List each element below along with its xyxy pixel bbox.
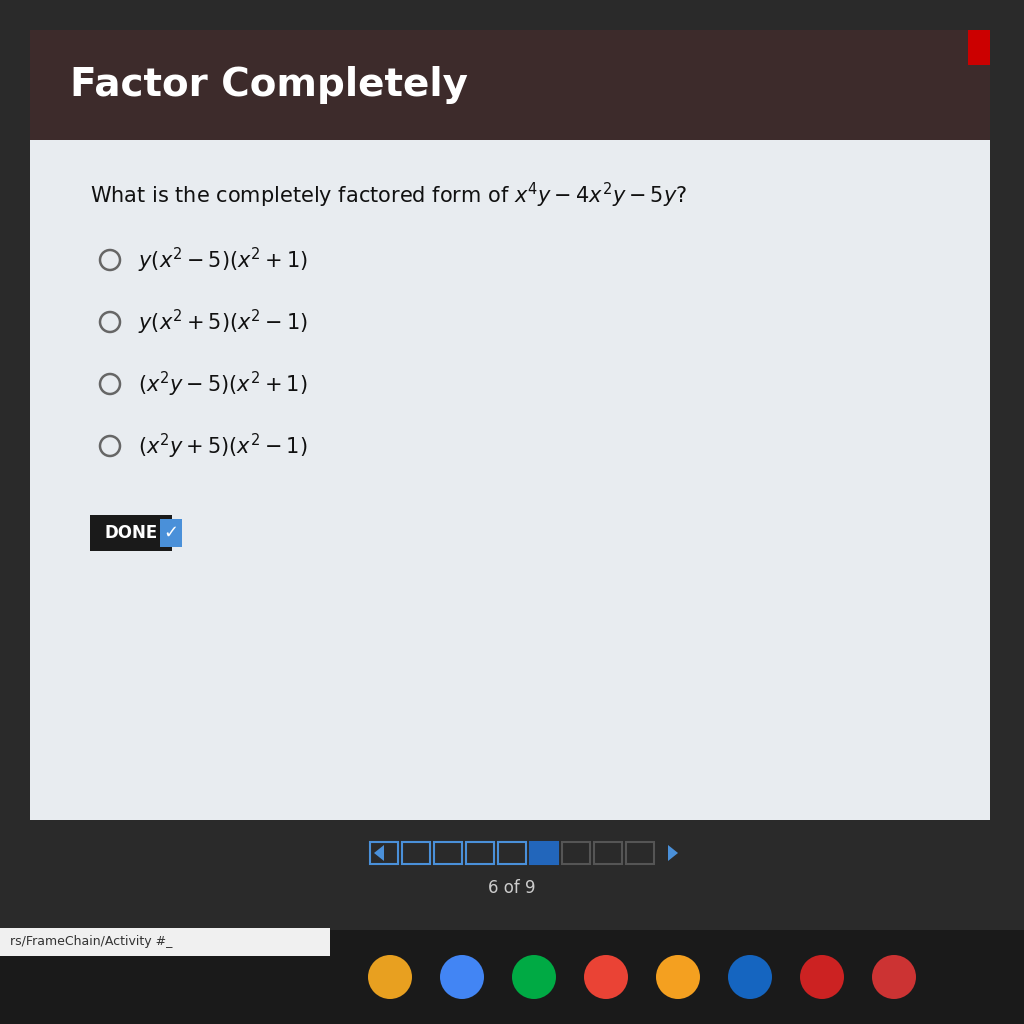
FancyBboxPatch shape [30, 30, 990, 820]
Text: $y(x^2 + 5)(x^2 - 1)$: $y(x^2 + 5)(x^2 - 1)$ [138, 307, 308, 337]
FancyBboxPatch shape [530, 842, 558, 864]
FancyBboxPatch shape [0, 928, 330, 956]
FancyBboxPatch shape [90, 515, 172, 551]
Polygon shape [668, 845, 678, 861]
Text: ✓: ✓ [164, 524, 178, 542]
Circle shape [872, 955, 916, 999]
Polygon shape [374, 845, 384, 861]
FancyBboxPatch shape [160, 519, 182, 547]
Text: rs/FrameChain/Activity #_: rs/FrameChain/Activity #_ [10, 936, 172, 948]
Circle shape [728, 955, 772, 999]
Text: What is the completely factored form of $x^4y - 4x^2y - 5y$?: What is the completely factored form of … [90, 180, 687, 210]
Circle shape [584, 955, 628, 999]
Text: $(x^2y + 5)(x^2 - 1)$: $(x^2y + 5)(x^2 - 1)$ [138, 431, 307, 461]
Circle shape [512, 955, 556, 999]
Text: 6 of 9: 6 of 9 [488, 879, 536, 897]
Circle shape [656, 955, 700, 999]
FancyBboxPatch shape [30, 30, 990, 140]
Circle shape [800, 955, 844, 999]
Circle shape [440, 955, 484, 999]
FancyBboxPatch shape [0, 930, 1024, 1024]
Circle shape [368, 955, 412, 999]
Text: Factor Completely: Factor Completely [70, 66, 468, 104]
Text: DONE: DONE [105, 524, 159, 542]
FancyBboxPatch shape [968, 30, 990, 65]
Text: $(x^2y - 5)(x^2 + 1)$: $(x^2y - 5)(x^2 + 1)$ [138, 370, 307, 398]
Text: $y(x^2 - 5)(x^2 + 1)$: $y(x^2 - 5)(x^2 + 1)$ [138, 246, 308, 274]
